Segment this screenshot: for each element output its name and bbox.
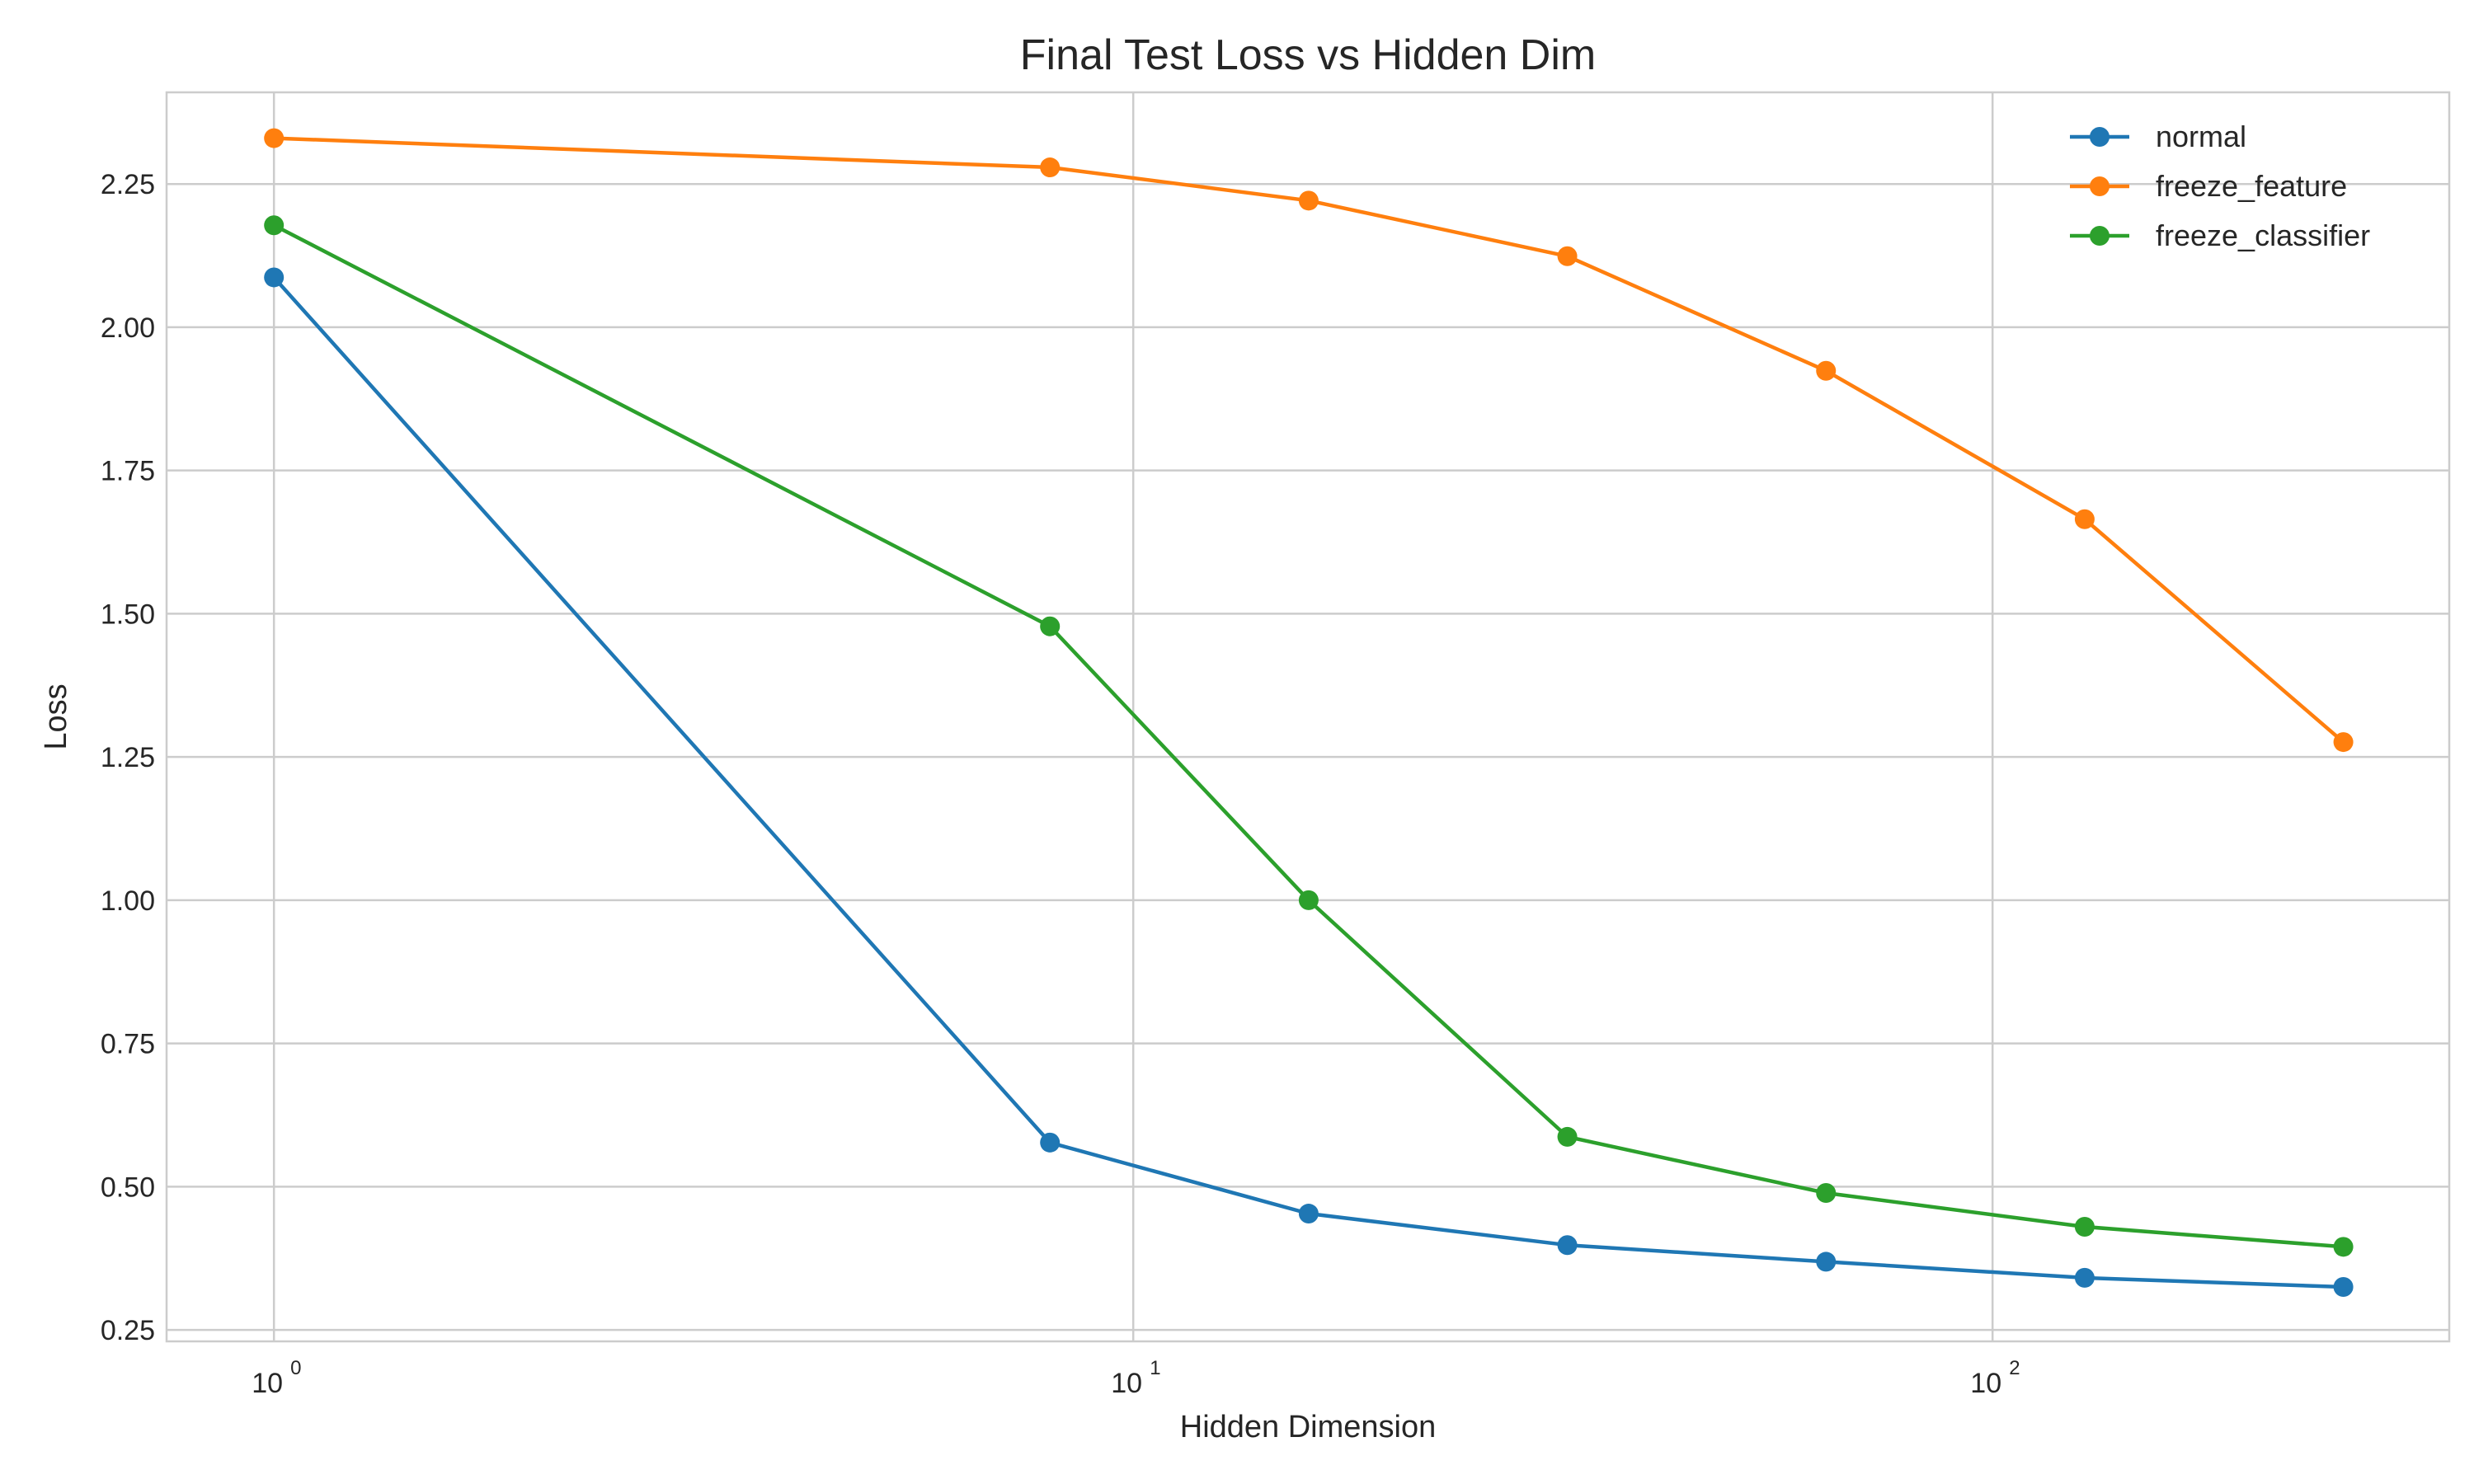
- x-tick-label: 10 2: [1970, 1357, 2020, 1399]
- legend-marker: [2090, 127, 2109, 147]
- y-tick-label: 1.75: [101, 456, 155, 487]
- x-tick-label: 10 1: [1111, 1357, 1160, 1399]
- y-tick-label: 0.75: [101, 1029, 155, 1060]
- legend-label: freeze_feature: [2156, 169, 2347, 203]
- x-axis-label: Hidden Dimension: [1180, 1410, 1437, 1444]
- y-tick-label: 1.00: [101, 885, 155, 917]
- series-normal: [264, 267, 2354, 1297]
- legend-item-freeze_classifier: freeze_classifier: [2070, 218, 2370, 252]
- data-point: [2333, 732, 2354, 753]
- data-point: [1298, 890, 1319, 910]
- y-tick-label: 2.00: [101, 312, 155, 344]
- series-freeze_classifier: [264, 215, 2354, 1257]
- y-tick-label: 1.50: [101, 599, 155, 630]
- data-point: [1816, 1252, 1837, 1272]
- y-tick-label: 2.25: [101, 169, 155, 200]
- legend-label: freeze_classifier: [2156, 218, 2370, 252]
- data-point: [1557, 1126, 1578, 1147]
- plot-frame: [165, 91, 2451, 1343]
- data-point: [264, 128, 285, 148]
- x-tick-base: 10: [252, 1368, 283, 1399]
- data-point: [2074, 1217, 2095, 1237]
- legend-label: normal: [2156, 120, 2246, 153]
- x-tick-base: 10: [1970, 1368, 2001, 1399]
- data-point: [1040, 616, 1061, 636]
- series-lines: [264, 128, 2354, 1297]
- legend-item-freeze_feature: freeze_feature: [2070, 169, 2347, 203]
- legend-marker: [2090, 176, 2109, 196]
- legend-item-normal: normal: [2070, 120, 2246, 153]
- data-point: [1816, 1183, 1837, 1204]
- grid-lines: [167, 92, 2449, 1341]
- data-point: [1298, 190, 1319, 211]
- x-tick-exponent: 0: [290, 1357, 301, 1379]
- data-point: [2333, 1237, 2354, 1257]
- data-point: [1816, 360, 1837, 381]
- x-tick-base: 10: [1111, 1368, 1142, 1399]
- legend: normal freeze_feature freeze_classifier: [2070, 120, 2370, 252]
- data-point: [1040, 1132, 1061, 1153]
- data-point: [2074, 509, 2095, 529]
- x-tick-exponent: 2: [2009, 1357, 2020, 1379]
- data-point: [264, 215, 285, 236]
- x-tick-label: 10 0: [252, 1357, 301, 1399]
- data-point: [1557, 246, 1578, 266]
- y-tick-label: 1.25: [101, 742, 155, 773]
- series-freeze_feature: [264, 128, 2354, 753]
- data-point: [1557, 1235, 1578, 1256]
- y-axis-label: Loss: [39, 683, 73, 749]
- legend-marker: [2090, 226, 2109, 246]
- chart-title: Final Test Loss vs Hidden Dim: [1020, 31, 1596, 79]
- y-tick-label: 0.25: [101, 1315, 155, 1346]
- data-point: [2333, 1276, 2354, 1297]
- data-point: [1298, 1204, 1319, 1224]
- data-point: [264, 267, 285, 288]
- y-tick-label: 0.50: [101, 1172, 155, 1203]
- data-point: [2074, 1267, 2095, 1288]
- data-point: [1040, 157, 1061, 178]
- x-tick-exponent: 1: [1150, 1357, 1160, 1379]
